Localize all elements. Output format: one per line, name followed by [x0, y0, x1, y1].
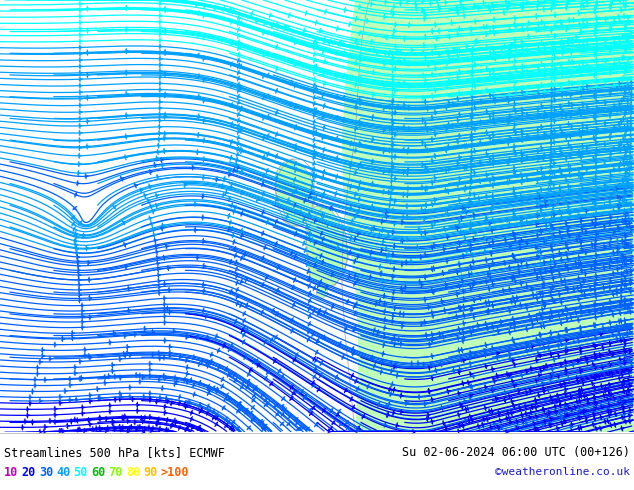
Text: 10: 10: [4, 466, 18, 479]
Text: 70: 70: [108, 466, 122, 479]
Text: 90: 90: [143, 466, 157, 479]
Text: 80: 80: [126, 466, 140, 479]
Text: 20: 20: [22, 466, 36, 479]
Polygon shape: [316, 285, 328, 298]
Text: 30: 30: [39, 466, 53, 479]
Polygon shape: [306, 204, 348, 287]
Text: Su 02-06-2024 06:00 UTC (00+126): Su 02-06-2024 06:00 UTC (00+126): [402, 446, 630, 459]
Text: Streamlines 500 hPa [kts] ECMWF: Streamlines 500 hPa [kts] ECMWF: [4, 446, 225, 459]
Text: 40: 40: [56, 466, 70, 479]
Text: 60: 60: [91, 466, 105, 479]
Text: 50: 50: [74, 466, 88, 479]
Text: >100: >100: [160, 466, 189, 479]
Polygon shape: [275, 159, 314, 226]
Polygon shape: [342, 0, 634, 432]
Text: ©weatheronline.co.uk: ©weatheronline.co.uk: [495, 467, 630, 477]
